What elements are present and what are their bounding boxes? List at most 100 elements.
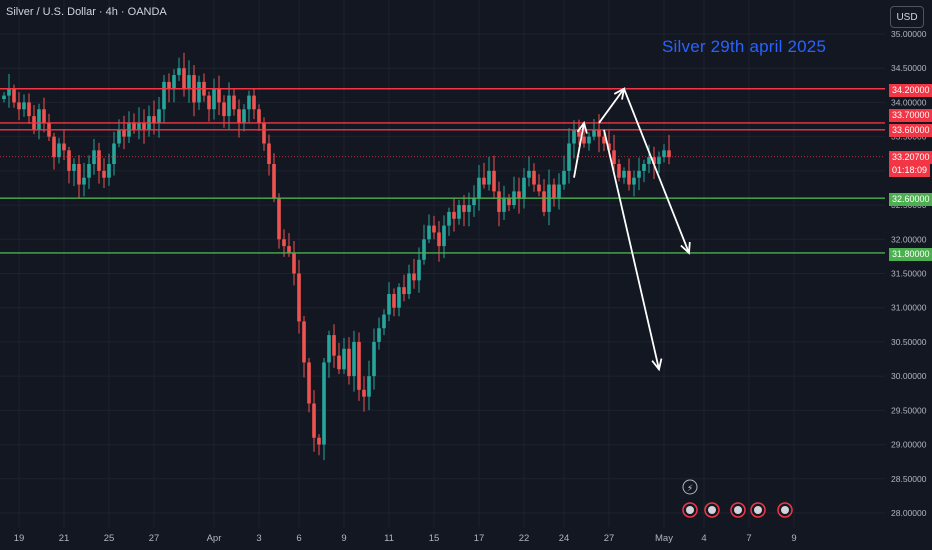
y-tick-label: 32.00000 [891,234,927,244]
candle-body [622,170,626,178]
flag-icon [781,506,789,514]
candle-body [617,164,621,178]
candle-body [107,164,111,178]
candle-body [172,75,176,89]
candle-body [542,191,546,212]
candle-body [342,348,346,370]
candle-body [167,81,171,89]
candle-body [232,95,236,110]
candle-body [267,143,271,165]
candle-body [297,273,301,322]
candle-body [352,341,356,377]
candle-body [12,88,16,103]
candle-body [407,273,411,295]
candle-body [432,225,436,233]
candle-body [492,170,496,192]
candle-body [362,389,366,397]
candle-body [72,164,76,171]
candle-body [227,95,231,117]
candle-body [567,143,571,171]
price-tag-33-7: 33.70000 [889,109,932,122]
candle-body [272,164,276,199]
candle-body [112,143,116,165]
candle-body [502,198,506,212]
candle-body [652,157,656,165]
flag-icon [734,506,742,514]
candle-body [317,437,321,445]
candle-body [162,81,166,110]
candle-body [657,157,661,165]
candle-body [92,150,96,165]
candle-body [462,205,466,212]
candle-body [217,88,221,103]
candle-body [582,136,586,144]
candle-body [592,129,596,137]
candle-body [642,164,646,171]
candle-body [102,170,106,178]
candle-body [7,88,11,96]
candle-body [27,102,31,117]
price-tag-31-8: 31.80000 [889,248,932,261]
arrow-line [623,88,690,254]
candle-body [532,170,536,185]
price-tag-32-6: 32.60000 [889,193,932,206]
candle-body [282,239,286,247]
y-tick-label: 28.00000 [891,508,927,518]
currency-button[interactable]: USD [890,6,924,28]
candle-body [442,225,446,247]
lightning-icon: ⚡ [687,484,693,494]
candle-body [152,116,156,123]
y-tick-label: 34.00000 [891,97,927,107]
x-tick-label: 24 [559,533,570,544]
dividend-event-icon [682,479,698,495]
arrow-line [573,122,585,178]
candle-body [207,95,211,110]
candle-body [497,191,501,212]
candle-body [417,259,421,281]
y-tick-label: 35.00000 [891,29,927,39]
candle-body [562,170,566,185]
candle-body [197,81,201,103]
price-tag-33-6: 33.60000 [889,124,932,137]
candle-body [647,157,651,165]
candle-body [82,177,86,185]
candle-body [277,198,281,240]
x-tick-label: 22 [519,533,530,544]
candle-body [537,184,541,192]
candle-body [402,287,406,295]
candle-body [447,211,451,226]
candle-body [607,143,611,151]
candle-body [187,75,191,89]
candle-body [392,294,396,308]
y-tick-label: 31.00000 [891,303,927,313]
candle-body [132,122,136,130]
candle-body [137,122,141,130]
candle-body [257,109,261,123]
x-tick-label: 6 [296,533,301,544]
flag-icon [754,506,762,514]
candle-body [337,355,341,370]
candle-body [62,143,66,151]
x-tick-label: Apr [207,533,222,544]
candle-body [482,177,486,185]
candle-body [612,150,616,165]
y-tick-label: 28.50000 [891,474,927,484]
candle-body [422,239,426,260]
candle-body [302,321,306,363]
x-tick-label: 19 [14,533,25,544]
candle-body [67,150,71,171]
candle-body [97,150,101,171]
candle-body [667,150,671,158]
symbol-title: Silver / U.S. Dollar · 4h · OANDA [6,6,167,18]
candle-body [77,164,81,185]
candle-body [632,177,636,185]
candle-body [487,170,491,185]
candle-body [602,136,606,144]
candle-body [397,287,401,308]
x-tick-label: 11 [384,533,394,544]
candle-body [87,164,91,178]
candle-body [312,403,316,438]
candle-body [17,102,21,110]
